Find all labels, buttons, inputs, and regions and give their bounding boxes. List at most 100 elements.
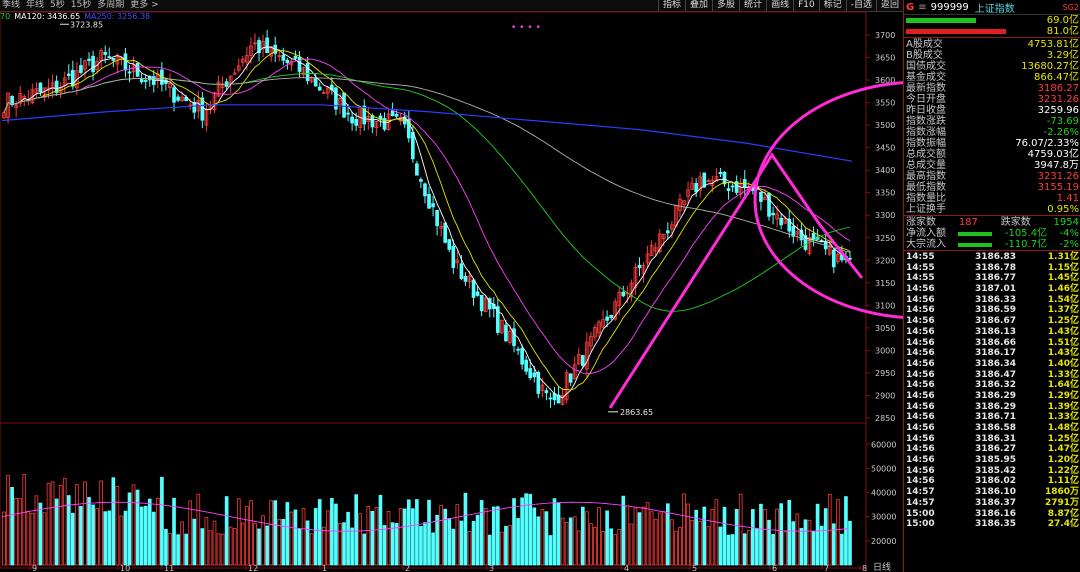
volume-bar (641, 506, 646, 566)
volume-bar (819, 525, 824, 566)
volume-bar (815, 503, 820, 566)
candle-body (370, 115, 375, 128)
volume-bar (763, 509, 767, 566)
flow-pct: -4% (1059, 228, 1079, 239)
flow-row: 净流入额 -105.4亿 -4% (904, 228, 1080, 239)
volume-bar (645, 502, 650, 566)
period-more[interactable]: 更多 > (130, 0, 159, 10)
candle-body (528, 368, 533, 379)
candle-body (200, 97, 205, 121)
candle-body (419, 179, 423, 182)
volume-bar (334, 503, 338, 566)
stat-value: 4753.81亿 (1027, 39, 1079, 50)
period-season[interactable]: 季线 (2, 0, 21, 10)
volume-bar (593, 527, 597, 566)
period-multi[interactable]: 多周期 (97, 0, 125, 10)
volume-bar (156, 497, 160, 566)
volume-bar (224, 496, 229, 566)
dots-marker: • • • • (511, 23, 541, 33)
price-tick-label: 3100 (875, 301, 895, 310)
draw-line-button[interactable]: 画线 (766, 0, 793, 11)
tick-row: 14:56 3186.47 1.33亿 (904, 370, 1080, 381)
volume-bar (463, 492, 468, 566)
tick-volume: 27.4亿 (1047, 519, 1079, 530)
tick-price: 3186.83 (975, 252, 1016, 262)
back-button[interactable]: 返回 (875, 0, 903, 11)
date-tick-label: 6 (772, 564, 777, 572)
tick-list[interactable]: 14:55 3186.83 1.31亿 14:55 3186.78 1.15亿 14:55 3… (904, 250, 1080, 530)
volume-bar (253, 523, 257, 566)
candle-body (795, 231, 800, 235)
menu-icon[interactable]: ≡ (918, 1, 927, 13)
volume-bar (767, 519, 771, 566)
statistics-button[interactable]: 统计 (739, 0, 766, 11)
candle-body (354, 119, 358, 126)
period-year[interactable]: 年线 (26, 0, 45, 10)
candle-body (827, 245, 832, 255)
volume-bar (496, 506, 500, 566)
volume-bar (382, 525, 387, 566)
candle-body (690, 182, 694, 190)
candle-body (463, 275, 468, 282)
candle-body (483, 297, 488, 312)
multi-stock-button[interactable]: 多股 (712, 0, 739, 11)
volume-bar (613, 534, 618, 566)
volume-bar (831, 523, 836, 566)
candle-body (524, 359, 528, 372)
price-tick-label: 3500 (875, 121, 895, 130)
volume-bar (451, 528, 456, 566)
stat-row: 最新指数 3186.27 (904, 83, 1080, 94)
stat-label: 最高指数 (906, 171, 946, 182)
volume-bar (653, 518, 658, 566)
volume-bar (257, 528, 261, 566)
candle-body (617, 291, 622, 306)
stat-value: 3259.96 (1037, 105, 1079, 116)
date-tick-label: 12 (248, 564, 258, 572)
tick-time: 14:57 (906, 497, 935, 508)
volume-bar (714, 499, 719, 566)
tick-row: 14:56 3186.02 1.11亿 (904, 476, 1080, 487)
candle-body (666, 230, 670, 234)
period-15s[interactable]: 15秒 (70, 0, 92, 10)
price-tick-label: 3300 (875, 211, 895, 220)
volume-bar (722, 506, 727, 566)
volume-bar (245, 506, 249, 566)
f10-button[interactable]: F10 (793, 0, 819, 11)
volume-bar (621, 495, 626, 566)
tick-price: 3186.16 (975, 508, 1016, 519)
tick-price: 3186.34 (975, 358, 1016, 369)
stat-row: 最低指数 3155.19 (904, 182, 1080, 193)
quote-panel: G ≡ 999999 上证指数 SG2 69.0亿 81.0亿 A股成交 4753… (903, 0, 1080, 572)
volume-bar (423, 522, 427, 566)
volume-bar (686, 503, 690, 566)
tick-row: 14:56 3186.29 1.29亿 (904, 391, 1080, 402)
tick-price: 3186.59 (975, 305, 1016, 316)
volume-bar (374, 507, 379, 566)
kline-chart[interactable]: 2850290029503000305031003150320032503300… (0, 0, 903, 572)
candle-body (431, 203, 435, 208)
volume-bar (293, 509, 298, 566)
candle-body (192, 102, 197, 113)
overlay-button[interactable]: 叠加 (685, 0, 712, 11)
mark-button[interactable]: 标记 (818, 0, 846, 11)
volume-bar (823, 508, 828, 566)
volume-bar (228, 526, 233, 566)
period-label-daily: 日线 (873, 561, 891, 572)
candle-body (293, 55, 298, 59)
volume-bar (402, 508, 407, 566)
volume-bar (439, 504, 443, 566)
volume-bar (459, 520, 464, 566)
volume-ma-line (1, 501, 849, 532)
candle-body (439, 225, 443, 229)
tick-price: 3186.66 (975, 337, 1016, 348)
period-5s[interactable]: 5秒 (50, 0, 65, 10)
indicator-button[interactable]: 指标 (658, 0, 685, 11)
tool-buttons: 指标 叠加 多股 统计 画线 F10 标记 -自选 返回 (658, 0, 903, 11)
volume-bar (836, 499, 840, 566)
candle-body (730, 185, 735, 188)
volume-bar (398, 508, 403, 566)
volume-bar (180, 521, 184, 566)
volume-bar (277, 518, 282, 566)
tick-time: 14:56 (906, 294, 935, 305)
watchlist-button[interactable]: -自选 (845, 0, 876, 11)
